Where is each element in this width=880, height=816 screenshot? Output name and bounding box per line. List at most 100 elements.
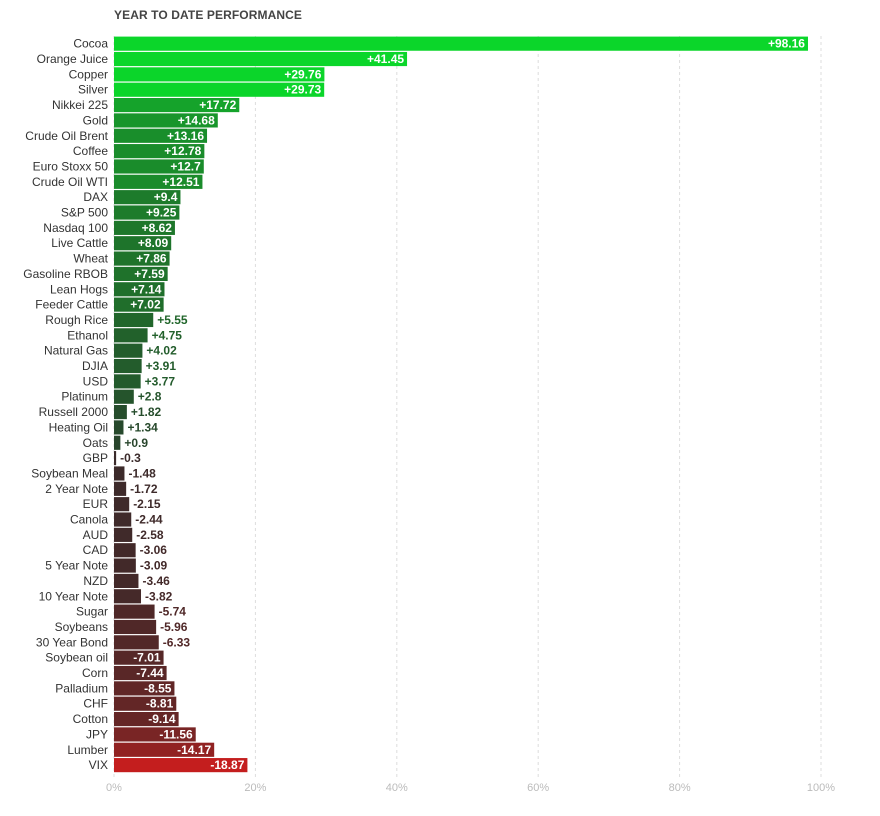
category-label: Oats <box>83 436 108 450</box>
value-label: -8.81 <box>146 697 174 711</box>
bar <box>114 67 325 82</box>
category-label: Lumber <box>67 743 108 757</box>
value-label: +12.78 <box>164 144 201 158</box>
category-label: Wheat <box>73 252 108 266</box>
category-label: Coffee <box>73 144 108 158</box>
value-label: +12.51 <box>162 175 199 189</box>
bar <box>114 51 408 67</box>
x-tick-label: 0% <box>106 782 122 794</box>
category-label: S&P 500 <box>61 206 108 220</box>
value-label: +1.34 <box>127 420 158 434</box>
bar <box>114 420 124 435</box>
category-label: Sugar <box>76 605 108 619</box>
value-label: -9.14 <box>148 712 176 726</box>
value-label: +0.9 <box>124 436 148 450</box>
category-label: DAX <box>83 190 108 204</box>
value-label: -1.72 <box>130 482 158 496</box>
category-label: DJIA <box>82 359 108 373</box>
bar <box>114 190 181 205</box>
value-label: +12.7 <box>170 159 201 173</box>
value-label: -8.55 <box>144 681 172 695</box>
category-label: AUD <box>83 528 109 542</box>
value-label: +2.8 <box>138 390 162 404</box>
bar <box>114 681 175 696</box>
bar <box>114 742 215 757</box>
category-label: Lean Hogs <box>50 282 108 296</box>
value-label: +13.16 <box>167 129 204 143</box>
bar <box>114 589 142 604</box>
value-label: -7.01 <box>133 651 161 665</box>
value-label: +8.09 <box>138 236 169 250</box>
value-label: +4.02 <box>146 344 177 358</box>
bar <box>114 481 127 496</box>
value-label: +9.4 <box>154 190 178 204</box>
bar <box>114 558 136 573</box>
category-label: Corn <box>82 666 108 680</box>
value-label: -2.58 <box>136 528 164 542</box>
category-label: Crude Oil WTI <box>32 175 108 189</box>
bar <box>114 144 205 159</box>
x-tick-label: 20% <box>244 782 266 794</box>
bar <box>114 466 125 481</box>
bar <box>114 159 204 174</box>
category-label: NZD <box>83 574 108 588</box>
value-label: +1.82 <box>131 405 162 419</box>
value-label: -3.82 <box>145 589 173 603</box>
category-label: Euro Stoxx 50 <box>33 159 109 173</box>
bar <box>114 665 167 681</box>
category-label: Russell 2000 <box>39 405 109 419</box>
value-label: +7.59 <box>134 267 165 281</box>
x-tick-label: 40% <box>386 782 408 794</box>
category-label: Nasdaq 100 <box>43 221 108 235</box>
category-label: 30 Year Bond <box>36 635 108 649</box>
value-label: +3.77 <box>145 374 176 388</box>
value-label: -3.06 <box>140 543 168 557</box>
category-label: USD <box>83 374 109 388</box>
value-label: -3.09 <box>140 559 168 573</box>
bar <box>114 128 208 143</box>
value-label: +3.91 <box>146 359 177 373</box>
bar <box>114 174 203 189</box>
bar <box>114 696 177 711</box>
category-label: Nikkei 225 <box>52 98 108 112</box>
bar <box>114 98 240 113</box>
bar <box>114 358 142 374</box>
bar <box>114 328 148 343</box>
value-label: +29.76 <box>284 67 321 81</box>
bar <box>114 497 130 512</box>
category-label: Copper <box>69 67 108 81</box>
bar <box>114 266 168 281</box>
value-label: +17.72 <box>199 98 236 112</box>
value-label: +29.73 <box>284 83 321 97</box>
category-label: Rough Rice <box>45 313 108 327</box>
bar <box>114 635 159 650</box>
bar <box>114 650 164 665</box>
bar <box>114 727 196 742</box>
bar <box>114 282 165 297</box>
category-label: GBP <box>83 451 108 465</box>
value-label: -5.96 <box>160 620 188 634</box>
category-label: Gasoline RBOB <box>23 267 108 281</box>
value-label: +4.75 <box>152 328 183 342</box>
value-label: -1.48 <box>128 466 156 480</box>
category-label: Heating Oil <box>49 420 108 434</box>
category-label: Gold <box>83 113 108 127</box>
value-label: +7.86 <box>136 252 167 266</box>
category-label: 2 Year Note <box>45 482 108 496</box>
bar <box>114 36 808 51</box>
value-label: -2.44 <box>135 513 163 527</box>
category-label: CAD <box>83 543 109 557</box>
bar <box>114 405 127 420</box>
value-label: -0.3 <box>120 451 141 465</box>
bar <box>114 236 172 251</box>
bar <box>114 435 121 450</box>
x-tick-label: 60% <box>527 782 549 794</box>
category-label: Orange Juice <box>37 52 109 66</box>
value-label: -14.17 <box>177 743 211 757</box>
x-tick-label: 80% <box>669 782 691 794</box>
bar <box>114 374 141 389</box>
value-label: +7.02 <box>130 298 161 312</box>
bar <box>114 543 136 558</box>
